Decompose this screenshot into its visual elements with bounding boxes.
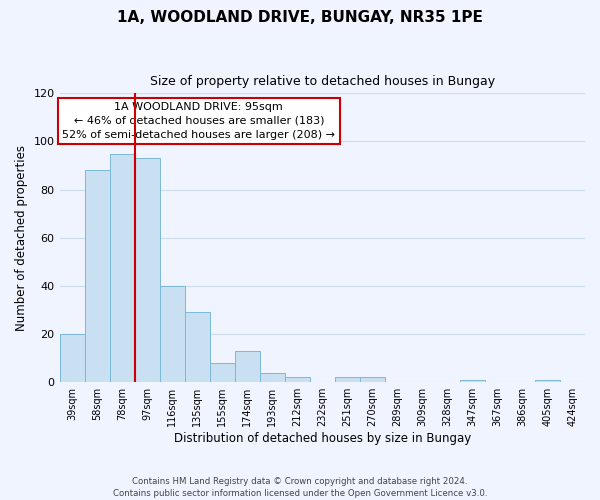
Bar <box>235 351 260 382</box>
X-axis label: Distribution of detached houses by size in Bungay: Distribution of detached houses by size … <box>173 432 471 445</box>
Y-axis label: Number of detached properties: Number of detached properties <box>15 145 28 331</box>
Title: Size of property relative to detached houses in Bungay: Size of property relative to detached ho… <box>150 75 495 88</box>
Bar <box>185 312 209 382</box>
Bar <box>260 372 285 382</box>
Text: Contains HM Land Registry data © Crown copyright and database right 2024.
Contai: Contains HM Land Registry data © Crown c… <box>113 476 487 498</box>
Text: 1A WOODLAND DRIVE: 95sqm
← 46% of detached houses are smaller (183)
52% of semi-: 1A WOODLAND DRIVE: 95sqm ← 46% of detach… <box>62 102 335 140</box>
Bar <box>59 334 85 382</box>
Bar <box>285 378 310 382</box>
Bar <box>85 170 110 382</box>
Bar <box>360 378 385 382</box>
Bar <box>460 380 485 382</box>
Bar <box>160 286 185 382</box>
Bar <box>535 380 560 382</box>
Bar <box>134 158 160 382</box>
Bar <box>335 378 360 382</box>
Text: 1A, WOODLAND DRIVE, BUNGAY, NR35 1PE: 1A, WOODLAND DRIVE, BUNGAY, NR35 1PE <box>117 10 483 25</box>
Bar <box>110 154 134 382</box>
Bar <box>209 363 235 382</box>
